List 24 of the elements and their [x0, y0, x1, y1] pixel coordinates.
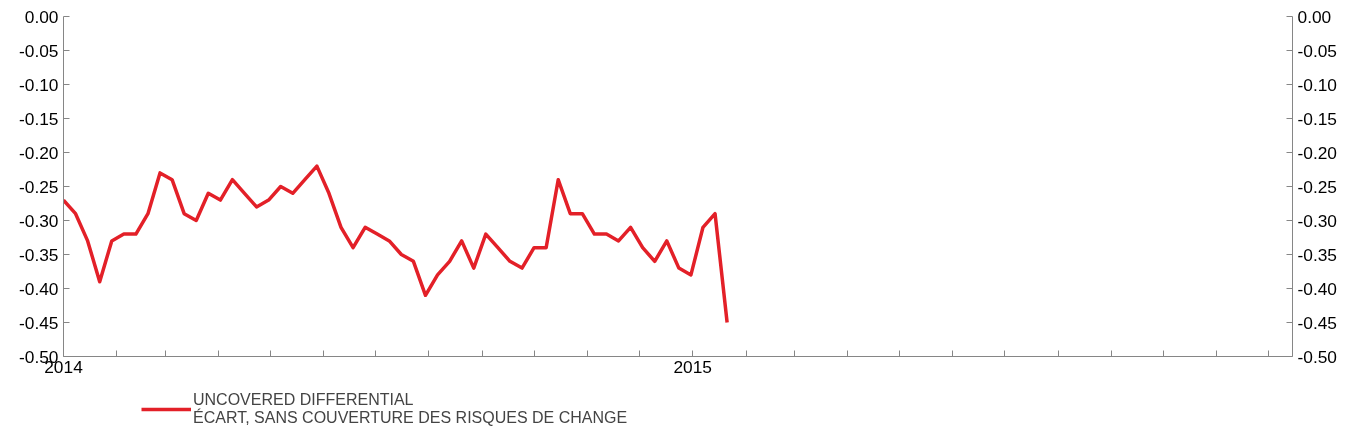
y2-tick-label: -0.30	[1297, 210, 1337, 231]
y2-tick-label: -0.20	[1297, 142, 1337, 163]
y2-tick-label: -0.50	[1297, 346, 1337, 367]
line-series	[63, 164, 729, 325]
y2-tick-label: 0.00	[1297, 6, 1332, 27]
y2-tick-label: -0.40	[1297, 278, 1337, 299]
y2-tick-label: -0.45	[1297, 312, 1337, 333]
y2-tick-label: -0.05	[1297, 40, 1337, 61]
legend-label: UNCOVERED DIFFERENTIAL ÉCART, SANS COUVERTURE DES RISQUES DE CHANGE	[193, 391, 628, 427]
y2-tick-label: -0.25	[1297, 176, 1337, 197]
y-tick-label: -0.15	[19, 108, 59, 129]
y-tick-label: -0.25	[19, 176, 59, 197]
y2-tick-label: -0.15	[1297, 108, 1337, 129]
y2-tick-label: -0.10	[1297, 74, 1337, 95]
y-tick-label: -0.05	[19, 40, 59, 61]
x-tick-label: 2015	[673, 356, 712, 377]
y-tick-label: -0.35	[19, 244, 59, 265]
y-tick-label: -0.30	[19, 210, 59, 231]
y-tick-label: 0.00	[24, 6, 59, 27]
y-tick-label: -0.45	[19, 312, 59, 333]
y-tick-label: -0.10	[19, 74, 59, 95]
y-tick-label: -0.40	[19, 278, 59, 299]
y2-tick-label: -0.35	[1297, 244, 1337, 265]
y-tick-label: -0.20	[19, 142, 59, 163]
